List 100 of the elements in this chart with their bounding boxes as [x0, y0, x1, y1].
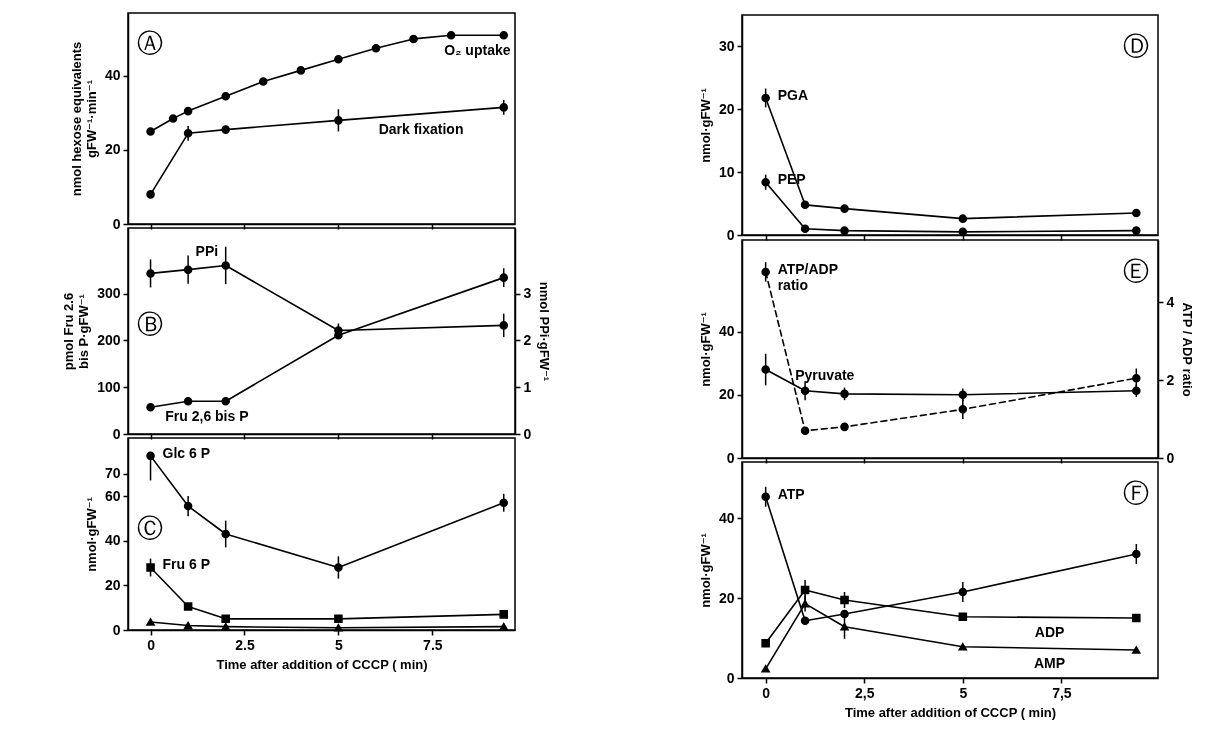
point — [1132, 613, 1141, 623]
point — [446, 30, 456, 40]
point — [296, 66, 306, 75]
point — [958, 612, 968, 622]
point — [761, 93, 770, 103]
y2-tick-label: 1 — [523, 378, 532, 395]
annotation: Ⓑ — [137, 308, 163, 339]
y2-axis-title: ATP / ADP ratio — [1180, 302, 1196, 397]
y-tick-label: 0 — [726, 669, 735, 686]
point — [183, 396, 193, 406]
point — [221, 614, 230, 624]
y-tick-label: 20 — [718, 386, 735, 403]
point — [499, 622, 509, 631]
point — [221, 92, 230, 101]
point — [334, 116, 343, 125]
y-tick-label: 0 — [112, 425, 121, 442]
point — [499, 610, 509, 619]
y2-tick-label: 3 — [523, 285, 532, 302]
point — [800, 426, 810, 436]
point — [221, 529, 230, 539]
series-label: Glc 6 P — [162, 444, 211, 461]
point — [800, 386, 810, 395]
point — [146, 190, 155, 199]
y-tick-label: 300 — [97, 285, 121, 302]
series-label: ATP/ADP ratio — [777, 260, 839, 293]
y2-tick-label: 0 — [523, 425, 532, 442]
point — [958, 405, 968, 414]
x-tick-label: 2.5 — [235, 636, 255, 653]
y-axis-title: nmol·gFW⁻¹ — [697, 88, 713, 163]
y-tick-label: 40 — [718, 509, 735, 526]
series-label: O₂ uptake — [444, 42, 511, 59]
point — [334, 563, 343, 572]
y-axis-title: nmol hexose equivalents gFW⁻¹·min⁻¹ — [68, 41, 99, 197]
point — [183, 501, 193, 511]
y-tick-label: 20 — [718, 589, 735, 606]
point — [958, 642, 968, 651]
point — [1132, 226, 1141, 235]
series-label: AMP — [1034, 655, 1066, 672]
point — [1132, 646, 1141, 654]
y-tick-label: 20 — [718, 100, 735, 117]
point — [146, 127, 155, 136]
y-tick-label: 60 — [104, 487, 121, 504]
y-tick-label: 20 — [104, 141, 121, 158]
point — [499, 30, 509, 40]
series-label: Fru 6 P — [162, 556, 211, 573]
series-label: Pyruvate — [795, 367, 855, 384]
point — [499, 321, 509, 330]
point — [840, 609, 849, 619]
point — [183, 265, 193, 274]
point — [958, 214, 968, 223]
y-axis-title: nmol·gFW⁻¹ — [697, 312, 713, 387]
annotation: Ⓒ — [137, 512, 163, 543]
y2-tick-label: 4 — [1166, 293, 1175, 310]
point — [168, 114, 178, 123]
y-tick-label: 100 — [97, 378, 121, 395]
point — [146, 451, 155, 461]
y-tick-label: 40 — [104, 532, 121, 549]
y-tick-label: 0 — [726, 449, 735, 466]
point — [840, 204, 849, 213]
y-tick-label: 0 — [726, 226, 735, 243]
annotation: Ⓐ — [137, 28, 163, 59]
point — [334, 54, 343, 64]
series-label: ADP — [1034, 624, 1065, 641]
point — [800, 616, 810, 626]
series-label: PPi — [195, 242, 219, 259]
point — [221, 622, 230, 631]
y-axis-title: nmol·gFW⁻¹ — [83, 497, 99, 572]
point — [221, 261, 230, 270]
point — [761, 664, 770, 673]
y-tick-label: 20 — [104, 576, 121, 593]
point — [840, 422, 849, 432]
point — [1132, 208, 1141, 218]
x-tick-label: 7,5 — [1052, 684, 1072, 701]
point — [334, 614, 343, 624]
x-tick-label: 0 — [762, 684, 771, 701]
point — [840, 622, 849, 631]
point — [1132, 549, 1141, 559]
y-tick-label: 70 — [104, 465, 121, 482]
point — [146, 618, 155, 626]
point — [183, 621, 193, 630]
point — [499, 273, 509, 282]
point — [183, 129, 193, 138]
point — [761, 267, 770, 277]
y-tick-label: 30 — [718, 37, 735, 54]
y2-tick-label: 2 — [523, 331, 532, 348]
point — [840, 595, 849, 605]
y-tick-label: 0 — [112, 621, 121, 638]
point — [800, 599, 810, 608]
y-tick-label: 200 — [97, 331, 121, 348]
x-axis-title: Time after addition of CCCP ( min) — [844, 704, 1057, 720]
point — [1132, 373, 1141, 383]
x-tick-label: 2,5 — [855, 684, 875, 701]
x-tick-label: 5 — [335, 636, 344, 653]
point — [409, 34, 418, 44]
point — [800, 585, 810, 595]
series-label: PGA — [777, 86, 808, 103]
y-axis-title: nmol·gFW⁻¹ — [697, 533, 713, 608]
point — [958, 227, 968, 237]
annotation: Ⓔ — [1123, 255, 1149, 286]
point — [183, 602, 193, 611]
